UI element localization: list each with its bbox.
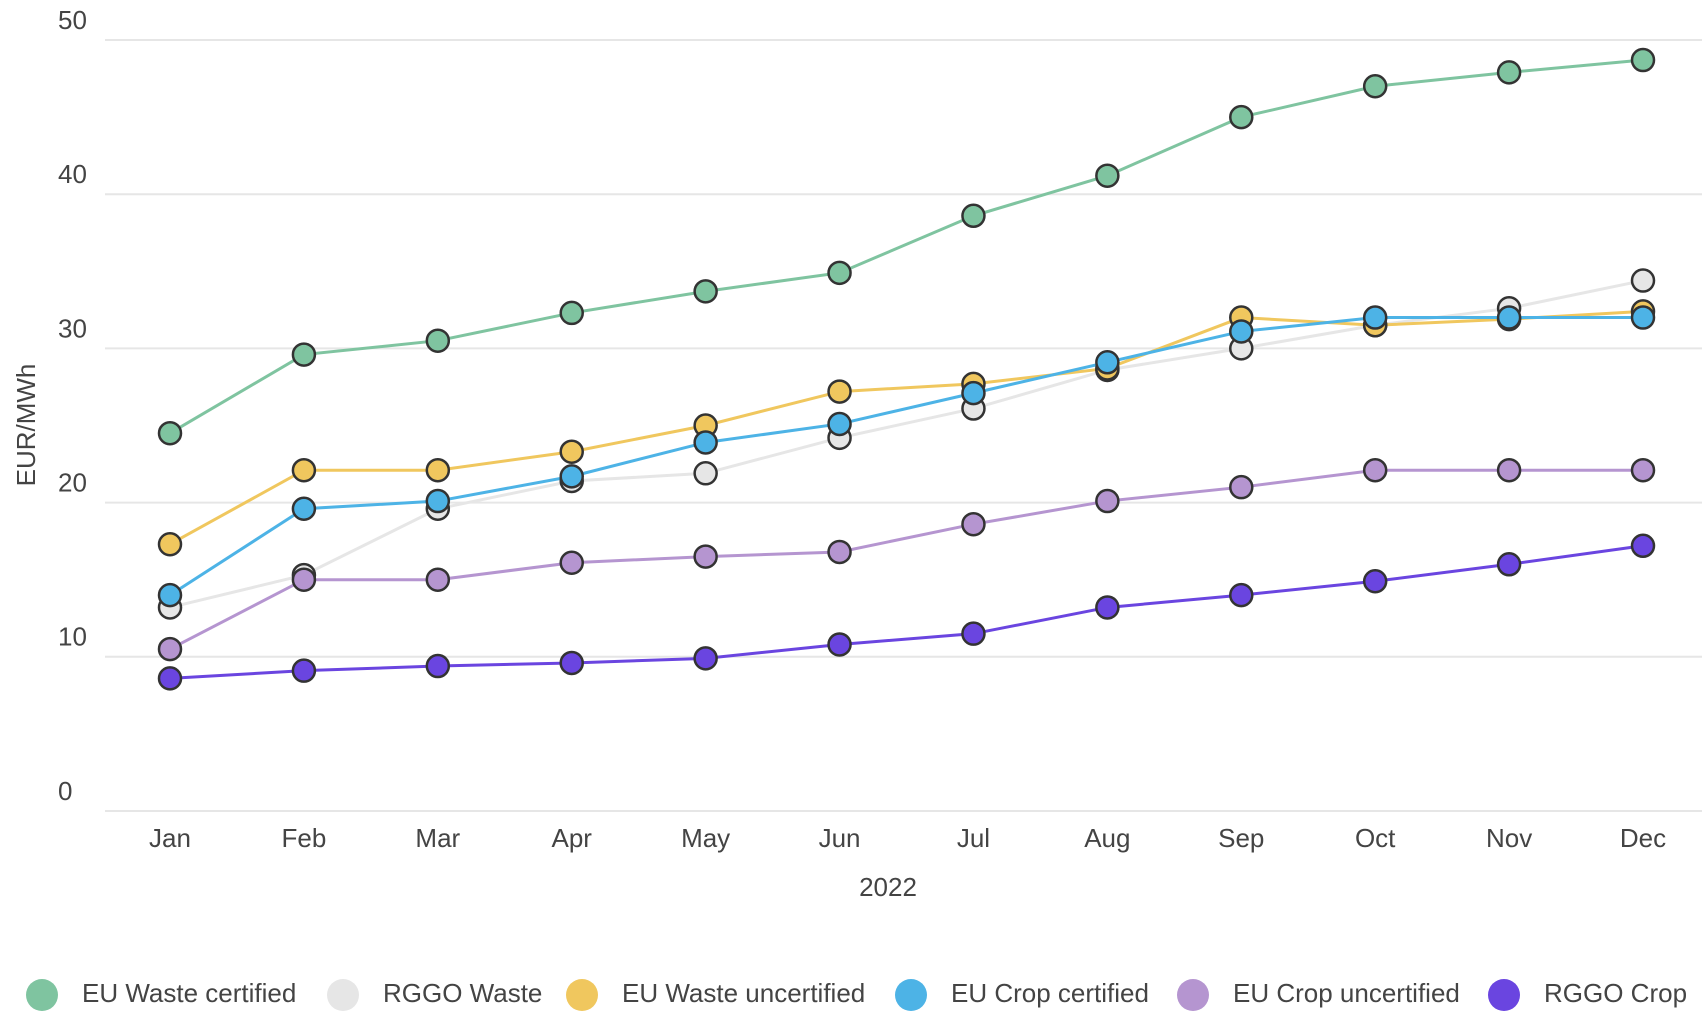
data-point <box>827 260 852 286</box>
x-tick-label: Apr <box>551 823 592 853</box>
data-point <box>291 342 317 367</box>
data-point <box>1630 268 1656 293</box>
data-point <box>961 621 986 646</box>
x-tick-label: Feb <box>282 823 327 853</box>
data-point <box>1362 457 1388 483</box>
data-point <box>425 328 451 353</box>
y-axis-title: EUR/MWh <box>11 364 41 487</box>
data-point <box>559 650 584 676</box>
y-tick-label: 0 <box>58 776 72 806</box>
data-point <box>1095 350 1120 375</box>
x-tick-label: Dec <box>1620 823 1666 853</box>
data-point <box>1630 47 1656 73</box>
data-point <box>693 544 718 569</box>
data-point <box>1496 60 1522 85</box>
data-point <box>827 379 852 404</box>
legend-swatch <box>26 979 58 1011</box>
data-point <box>961 203 986 229</box>
x-tick-label: Jan <box>149 823 191 853</box>
data-point <box>425 488 451 514</box>
data-point <box>1229 474 1254 500</box>
legend-swatch <box>566 979 598 1011</box>
y-tick-label: 20 <box>58 467 87 497</box>
series-line <box>169 316 1643 597</box>
data-point <box>961 511 986 537</box>
data-point <box>1229 582 1254 608</box>
data-point <box>827 632 852 657</box>
data-point <box>1496 457 1522 483</box>
data-point <box>559 464 584 489</box>
legend-label: EU Waste certified <box>82 978 296 1008</box>
x-tick-label: Oct <box>1355 823 1396 853</box>
y-tick-label: 50 <box>58 5 87 35</box>
x-tick-label: Jul <box>957 823 990 853</box>
data-point <box>559 439 584 464</box>
x-tick-label: Mar <box>415 823 460 853</box>
x-tick-label: Jun <box>819 823 861 853</box>
data-point <box>1630 533 1656 559</box>
data-point <box>157 636 183 662</box>
y-tick-label: 10 <box>58 622 87 652</box>
x-tick-label: Sep <box>1218 823 1264 853</box>
data-point <box>1630 457 1656 483</box>
x-tick-label: Aug <box>1084 823 1130 853</box>
data-point <box>1229 104 1254 130</box>
data-point <box>1362 568 1388 594</box>
data-point <box>1095 163 1120 188</box>
data-point <box>693 279 718 304</box>
x-tick-label: Nov <box>1486 823 1532 853</box>
series-line <box>169 468 1643 651</box>
data-point <box>559 550 584 575</box>
series-line <box>169 544 1644 680</box>
data-point <box>693 646 718 671</box>
legend-swatch <box>327 979 359 1011</box>
data-point <box>291 658 317 683</box>
data-point <box>1095 488 1120 514</box>
data-point <box>559 300 584 326</box>
legend-label: EU Crop certified <box>951 978 1149 1008</box>
data-point <box>961 380 986 406</box>
legend-label: RGGO Crop <box>1544 978 1687 1008</box>
data-point <box>1362 74 1388 99</box>
data-point <box>827 411 852 437</box>
data-point <box>291 457 317 483</box>
y-tick-label: 30 <box>58 313 87 343</box>
data-point <box>693 461 718 486</box>
data-point <box>425 457 451 483</box>
series-line <box>169 58 1644 435</box>
data-point <box>425 653 451 679</box>
data-point <box>291 567 317 592</box>
data-point <box>157 582 183 608</box>
data-point <box>1496 305 1522 330</box>
data-point <box>1630 305 1656 330</box>
data-point <box>157 420 183 446</box>
legend-label: EU Crop uncertified <box>1233 978 1460 1008</box>
series-line <box>169 279 1644 609</box>
data-point <box>1496 552 1522 577</box>
data-point <box>693 430 718 455</box>
data-point <box>1229 319 1254 344</box>
data-point <box>827 539 852 565</box>
x-tick-label: May <box>681 823 730 853</box>
y-tick-label: 40 <box>58 159 87 189</box>
data-point <box>291 496 317 522</box>
legend-swatch <box>895 979 927 1011</box>
legend-swatch <box>1177 979 1209 1011</box>
legend-label: EU Waste uncertified <box>622 978 865 1008</box>
data-point <box>1362 305 1388 330</box>
data-point <box>425 567 451 592</box>
x-axis-title: 2022 <box>859 872 917 902</box>
data-point <box>157 666 183 691</box>
data-point <box>1095 595 1120 620</box>
series-line <box>169 309 1644 546</box>
legend-label: RGGO Waste <box>383 978 542 1008</box>
data-point <box>157 531 183 557</box>
legend-swatch <box>1488 979 1520 1011</box>
